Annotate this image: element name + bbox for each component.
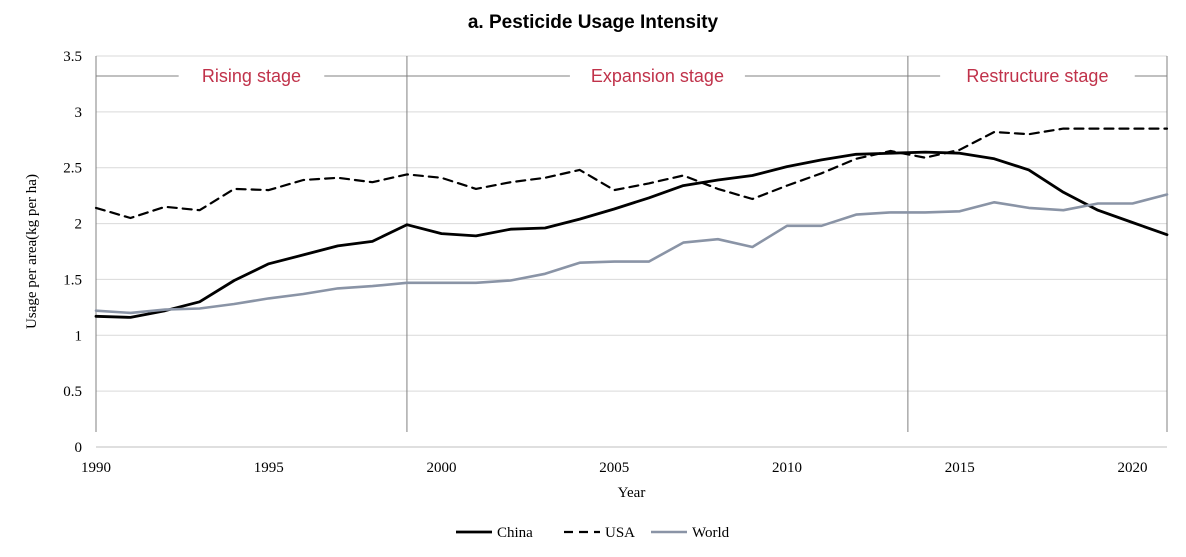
stage-label: Expansion stage — [591, 66, 724, 86]
x-tick-label: 2005 — [599, 460, 629, 476]
x-tick-label: 2010 — [772, 460, 802, 476]
y-tick-label: 1 — [75, 328, 83, 344]
axes: 0 0.5 1 1.5 2 2.5 3 3.5 1990 1995 2000 2005 2010 2015… — [24, 49, 1167, 501]
y-axis-title: Usage per area(kg per ha) — [24, 174, 40, 329]
stage-label: Restructure stage — [966, 66, 1108, 86]
x-tick-label: 2020 — [1117, 460, 1147, 476]
y-tick-label: 2 — [75, 217, 83, 233]
y-tick-label: 3.5 — [63, 49, 82, 65]
x-tick-label: 2015 — [945, 460, 975, 476]
x-axis-title: Year — [618, 485, 646, 501]
stage-dividers: Rising stage Expansion stage Restructure s… — [95, 56, 1168, 432]
chart-title: a. Pesticide Usage Intensity — [467, 12, 719, 33]
y-tick-label: 0.5 — [63, 384, 82, 400]
x-tick-label: 1995 — [254, 460, 284, 476]
series-line-usa — [94, 127, 1169, 220]
gridlines — [96, 55, 1167, 392]
series-line-china — [94, 150, 1169, 319]
legend: China USA World — [456, 525, 730, 541]
y-tick-label: 1.5 — [63, 272, 82, 288]
x-tick-label: 2000 — [426, 460, 456, 476]
y-tick-label: 0 — [75, 440, 83, 456]
x-tick-label: 1990 — [81, 460, 111, 476]
y-tick-label: 2.5 — [63, 161, 82, 177]
legend-label-china: China — [497, 525, 533, 541]
legend-label-world: World — [692, 525, 730, 541]
y-tick-label: 3 — [75, 105, 83, 121]
series-lines — [94, 127, 1169, 319]
series-line-world — [94, 193, 1169, 315]
stage-label: Rising stage — [202, 66, 301, 86]
legend-label-usa: USA — [605, 525, 635, 541]
